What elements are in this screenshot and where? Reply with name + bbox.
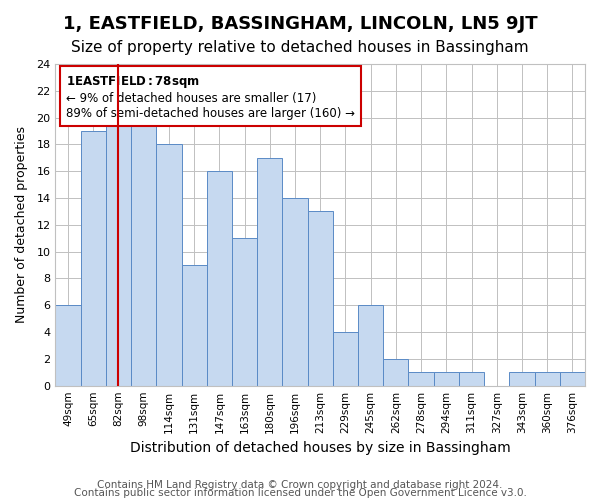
Bar [333,332,358,386]
Bar [283,198,308,386]
X-axis label: Distribution of detached houses by size in Bassingham: Distribution of detached houses by size … [130,441,511,455]
Bar [509,372,535,386]
Bar [383,359,409,386]
Text: Contains HM Land Registry data © Crown copyright and database right 2024.: Contains HM Land Registry data © Crown c… [97,480,503,490]
Text: $\bf{1 EASTFIELD: 78sqm}$
← 9% of detached houses are smaller (17)
89% of semi-d: $\bf{1 EASTFIELD: 78sqm}$ ← 9% of detach… [66,74,355,120]
Bar [207,171,232,386]
Bar [308,212,333,386]
Text: Size of property relative to detached houses in Bassingham: Size of property relative to detached ho… [71,40,529,55]
Bar [535,372,560,386]
Text: Contains public sector information licensed under the Open Government Licence v3: Contains public sector information licen… [74,488,526,498]
Y-axis label: Number of detached properties: Number of detached properties [15,126,28,324]
Bar [434,372,459,386]
Bar [257,158,283,386]
Bar [358,306,383,386]
Bar [459,372,484,386]
Bar [182,265,207,386]
Bar [131,118,157,386]
Bar [560,372,585,386]
Bar [232,238,257,386]
Bar [106,118,131,386]
Bar [55,306,80,386]
Bar [80,131,106,386]
Bar [409,372,434,386]
Bar [157,144,182,386]
Text: 1, EASTFIELD, BASSINGHAM, LINCOLN, LN5 9JT: 1, EASTFIELD, BASSINGHAM, LINCOLN, LN5 9… [62,15,538,33]
